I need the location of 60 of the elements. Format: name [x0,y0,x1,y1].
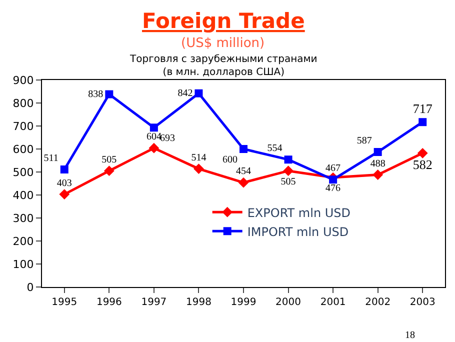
data-label: 467 [326,163,341,174]
y-tick-label: 300 [12,212,34,225]
point [372,170,384,180]
x-tick-label: 2002 [365,297,391,308]
text: Торговля с зарубежными странами (в млн. долларов США) [129,54,318,78]
legend-label: IMPORT mln USD [247,224,349,239]
y-tick-label: 800 [12,96,34,110]
y-tick-label: 400 [12,188,34,202]
data-label: 604 [146,132,162,143]
chart-title: Foreign Trade [142,9,305,33]
y-tick-label: 100 [12,258,34,271]
text: 18 [405,330,415,341]
y-tick-label: 0 [26,280,34,294]
data-label: 488 [370,158,386,170]
point [194,164,204,174]
point [284,156,292,164]
y-tick-label: 600 [12,142,34,156]
point [418,118,427,126]
point [60,165,68,174]
data-label: 838 [88,88,104,100]
x-tick-label: 2003 [410,297,436,308]
data-label: 511 [44,152,58,164]
point [105,90,114,98]
x-tick-label: 1996 [96,297,122,308]
y-tick-label: 700 [12,120,34,133]
data-label: 587 [356,135,372,146]
data-label: 476 [326,183,341,194]
x-tick-label: 2000 [276,297,302,308]
data-label: 403 [56,178,72,189]
point [417,148,428,158]
point [283,166,294,176]
point [104,166,114,176]
point [329,176,338,184]
data-label: 505 [102,154,117,166]
y-tick-label: 200 [12,234,34,248]
x-tick-label: 2001 [320,297,346,308]
y-tick-label: 900 [12,74,34,87]
legend-label: EXPORT mln USD [247,206,351,220]
data-label: 600 [222,154,238,166]
x-tick-label: 1998 [186,297,212,308]
y-tick-label: 500 [12,166,34,179]
point [194,89,203,98]
data-label: 693 [160,133,175,144]
data-label: 505 [280,176,296,188]
data-label: 454 [236,166,251,178]
x-tick-label: 1999 [230,297,256,308]
x-tick-label: 1997 [141,297,167,308]
data-label: 514 [191,152,206,164]
chart-subtitle: (US$ million) [181,36,265,51]
data-label: 582 [412,156,432,172]
point [148,142,160,154]
x-tick-label: 1995 [52,297,78,308]
data-label: 842 [178,88,193,99]
data-label: 554 [267,143,282,154]
point [59,189,70,200]
point [238,177,249,188]
point [150,124,158,132]
point [374,148,382,156]
point [240,145,248,153]
data-label: 717 [412,100,433,116]
